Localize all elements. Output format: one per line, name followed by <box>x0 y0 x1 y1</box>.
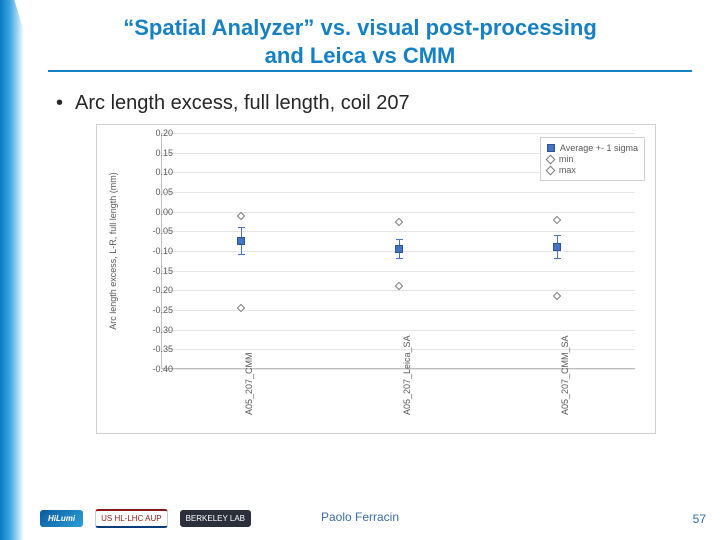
page-title: “Spatial Analyzer” vs. visual post-proce… <box>60 14 660 69</box>
chart-legend: Average +- 1 sigma min max <box>540 137 645 181</box>
y-tick-label: -0.20 <box>133 285 173 295</box>
max-marker <box>395 217 403 225</box>
y-tick-label: 0.10 <box>133 167 173 177</box>
legend-item-max: max <box>547 165 638 175</box>
y-tick-label: 0.15 <box>133 148 173 158</box>
gridline <box>162 330 635 331</box>
legend-label: Average +- 1 sigma <box>560 143 638 153</box>
legend-label: min <box>559 154 574 164</box>
legend-item-min: min <box>547 154 638 164</box>
y-tick-label: 0.00 <box>133 207 173 217</box>
y-tick-label: 0.05 <box>133 187 173 197</box>
title-underline <box>48 70 692 72</box>
bullet-item: • Arc length excess, full length, coil 20… <box>56 92 410 115</box>
avg-marker <box>395 245 403 253</box>
legend-square-icon <box>547 144 555 152</box>
title-line-1: “Spatial Analyzer” vs. visual post-proce… <box>60 14 660 42</box>
legend-diamond-icon <box>545 154 555 164</box>
x-tick-label: A05_207_CMM <box>244 352 254 415</box>
min-marker <box>553 292 561 300</box>
gridline <box>162 271 635 272</box>
bullet-text: Arc length excess, full length, coil 207 <box>75 92 410 114</box>
y-tick-label: -0.15 <box>133 266 173 276</box>
page-number: 57 <box>693 512 706 526</box>
hilumi-logo: HiLumi <box>40 510 83 527</box>
gridline <box>162 212 635 213</box>
bullet-dot: • <box>56 92 63 114</box>
berkeley-lab-logo: BERKELEY LAB <box>180 510 251 527</box>
footer-author: Paolo Ferracin <box>321 510 399 524</box>
max-marker <box>553 215 561 223</box>
legend-diamond-icon <box>545 165 555 175</box>
gridline <box>162 310 635 311</box>
y-tick-label: 0.20 <box>133 128 173 138</box>
y-tick-label: -0.10 <box>133 246 173 256</box>
y-tick-label: -0.25 <box>133 305 173 315</box>
title-line-2: and Leica vs CMM <box>60 42 660 70</box>
left-gradient-decor <box>0 0 24 540</box>
gridline <box>162 133 635 134</box>
x-tick-label: A05_207_Leica_SA <box>402 335 412 415</box>
avg-marker <box>553 243 561 251</box>
y-tick-label: -0.05 <box>133 226 173 236</box>
avg-marker <box>237 237 245 245</box>
gridline <box>162 192 635 193</box>
y-tick-label: -0.35 <box>133 344 173 354</box>
us-hllhc-logo: US HL-LHC AUP <box>95 509 167 528</box>
y-axis-label: Arc length excess, L-R, full length (mm) <box>108 172 118 330</box>
y-tick-label: -0.30 <box>133 325 173 335</box>
legend-label: max <box>559 165 576 175</box>
footer-logos: HiLumi US HL-LHC AUP BERKELEY LAB <box>40 509 251 528</box>
chart-container: Arc length excess, L-R, full length (mm)… <box>96 124 656 434</box>
y-tick-label: -0.40 <box>133 364 173 374</box>
min-marker <box>237 304 245 312</box>
x-tick-label: A05_207_CMM_SA <box>560 335 570 415</box>
gridline <box>162 231 635 232</box>
legend-item-avg: Average +- 1 sigma <box>547 143 638 153</box>
